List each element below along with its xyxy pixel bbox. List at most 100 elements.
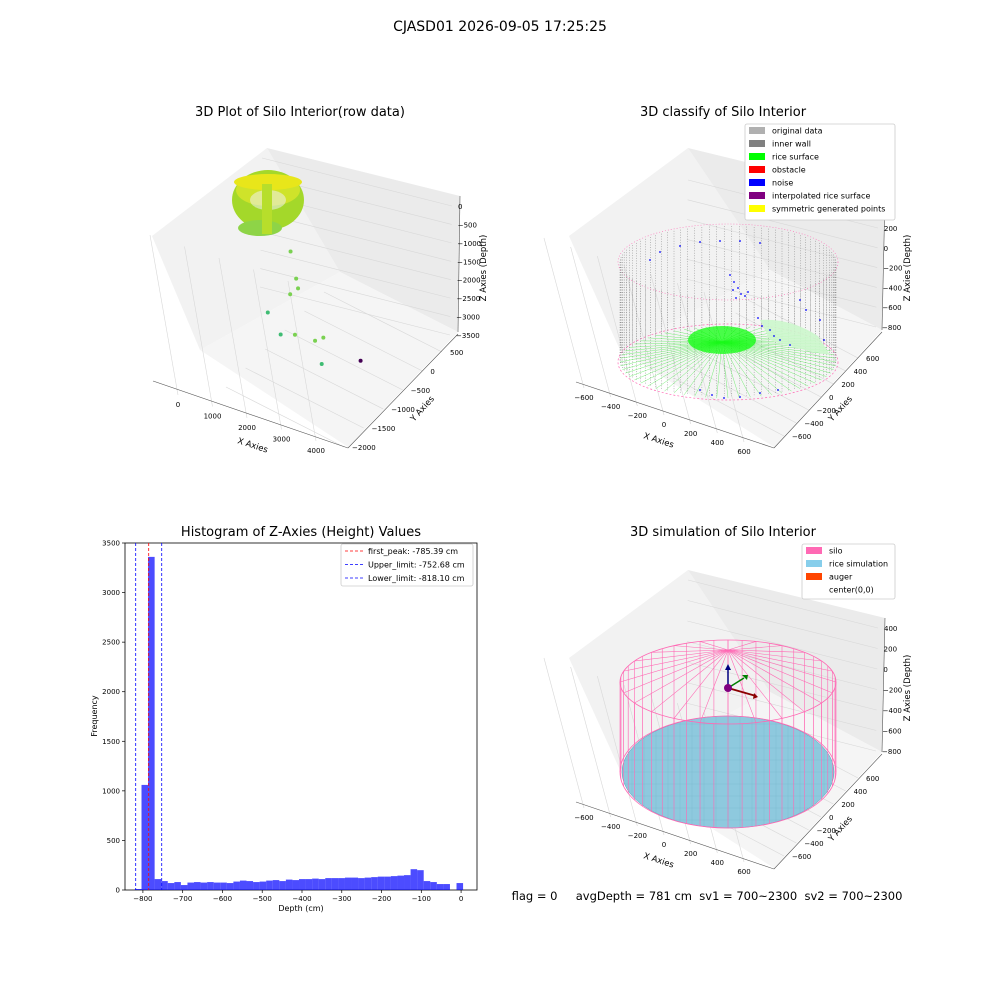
hist-ylabel: Frequency — [90, 695, 99, 737]
hist-x-tick-label: −200 — [372, 895, 391, 903]
classify-silo-wall — [617, 223, 839, 401]
noise-point — [711, 394, 713, 396]
cls-z-tick-label: −600 — [882, 304, 901, 312]
legend-label: rice simulation — [829, 560, 888, 569]
sim-auger — [724, 664, 758, 699]
raw-title: 3D Plot of Silo Interior(row data) — [195, 105, 405, 120]
raw-point — [292, 332, 297, 337]
sim-legend: silo rice simulation auger center(0,0) — [801, 543, 896, 600]
legend-label: noise — [772, 179, 793, 188]
noise-point — [679, 245, 681, 247]
hist-bar — [233, 881, 240, 890]
noise-point — [732, 289, 734, 291]
legend-swatch — [749, 127, 765, 134]
raw-x-tick-label: 3000 — [273, 436, 291, 444]
hist-bar — [167, 883, 175, 890]
hist-bar — [285, 879, 293, 890]
noise-point — [719, 240, 721, 242]
raw-point — [265, 310, 270, 315]
raw-z-tick-label: −2000 — [457, 277, 481, 285]
cls-y-tick-label: −400 — [804, 420, 823, 428]
panel-raw-data: 3D Plot of Silo Interior(row data) 0 1000… — [149, 105, 489, 456]
noise-point — [723, 397, 725, 399]
raw-axes-box — [149, 148, 461, 449]
sim-y-tick-label: −400 — [804, 840, 823, 848]
hist-bar — [436, 884, 444, 890]
noise-point — [789, 344, 791, 346]
hist-y-tick-label: 0 — [116, 887, 120, 895]
legend-label: rice surface — [772, 153, 819, 162]
noise-point — [659, 251, 661, 253]
cls-y-tick-label: 200 — [841, 381, 854, 389]
legend-swatch — [806, 586, 822, 593]
sim-x-tick-label: −600 — [574, 814, 593, 822]
hist-bar — [154, 879, 162, 890]
sim-x-tick-label: 600 — [737, 868, 750, 876]
hist-bar — [239, 880, 247, 890]
legend-label: inner wall — [772, 140, 811, 149]
raw-x-tick-label: 2000 — [238, 424, 256, 432]
hist-bar — [207, 882, 214, 890]
sim-z-tick-label: −200 — [883, 687, 902, 695]
raw-y-tick-label: 0 — [430, 368, 434, 376]
hist-bar — [331, 878, 339, 890]
classify-xlabel: X Axies — [642, 431, 675, 450]
cls-x-tick-label: −400 — [601, 403, 620, 411]
hist-bar — [141, 784, 149, 890]
noise-point — [777, 389, 779, 391]
hist-x-tick-label: −600 — [213, 895, 232, 903]
sim-silo — [619, 639, 837, 829]
hist-bar — [220, 882, 227, 890]
hist-bar — [266, 880, 273, 890]
noise-point — [740, 293, 742, 295]
hist-xlabel: Depth (cm) — [278, 904, 323, 913]
sim-y-tick-label: 0 — [829, 814, 833, 822]
hist-bar — [148, 556, 155, 890]
hist-x-tick-label: −300 — [332, 895, 351, 903]
legend-label: symmetric generated points — [772, 205, 885, 214]
noise-point — [759, 242, 761, 244]
sim-x-tick-labels: −600 −400 −200 0 200 400 600 — [574, 814, 750, 876]
sim-y-tick-label: −200 — [817, 827, 836, 835]
hist-bar — [423, 881, 431, 890]
raw-point — [288, 292, 293, 297]
cls-y-tick-label: −600 — [792, 433, 811, 441]
hist-bar — [443, 884, 450, 890]
raw-z-tick-label: −500 — [458, 221, 477, 229]
hist-bar — [364, 877, 372, 890]
hist-bar — [174, 882, 181, 890]
noise-point — [769, 329, 771, 331]
hist-bar — [194, 882, 201, 890]
hist-bar — [226, 883, 234, 890]
hist-y-ticks: 0 500 1000 1500 2000 2500 3000 3500 — [102, 540, 125, 895]
hist-y-tick-label: 3000 — [102, 589, 120, 597]
noise-point — [747, 291, 749, 293]
hist-bar — [272, 880, 280, 890]
hist-bar — [134, 889, 142, 890]
hist-y-tick-label: 500 — [107, 837, 120, 845]
raw-y-tick-label: 500 — [450, 349, 463, 357]
hist-bar — [397, 875, 405, 890]
raw-point — [278, 332, 283, 337]
noise-point — [733, 281, 735, 283]
noise-point — [699, 389, 701, 391]
raw-point — [288, 249, 293, 254]
cls-x-tick-label: 600 — [737, 448, 750, 456]
sim-y-tick-label: 600 — [866, 775, 879, 783]
hist-bars — [134, 556, 464, 890]
sim-x-tick-label: 200 — [684, 850, 697, 858]
raw-z-tick-label: −2500 — [457, 295, 481, 303]
sim-y-tick-label: 400 — [854, 788, 867, 796]
hist-x-tick-label: −400 — [292, 895, 311, 903]
hist-bar — [456, 883, 464, 890]
cls-x-tick-label: 0 — [662, 421, 666, 429]
raw-point — [358, 358, 363, 363]
panel-classify: 3D classify of Silo Interior −600 −400 −20… — [543, 105, 913, 456]
hist-bar — [430, 882, 437, 890]
hist-y-tick-label: 2500 — [102, 639, 120, 647]
raw-x-tick-label: 1000 — [204, 413, 222, 421]
noise-point — [819, 319, 821, 321]
hist-bar — [312, 878, 319, 890]
raw-point — [321, 335, 326, 340]
hist-legend-label: first_peak: -785.39 cm — [368, 547, 458, 556]
